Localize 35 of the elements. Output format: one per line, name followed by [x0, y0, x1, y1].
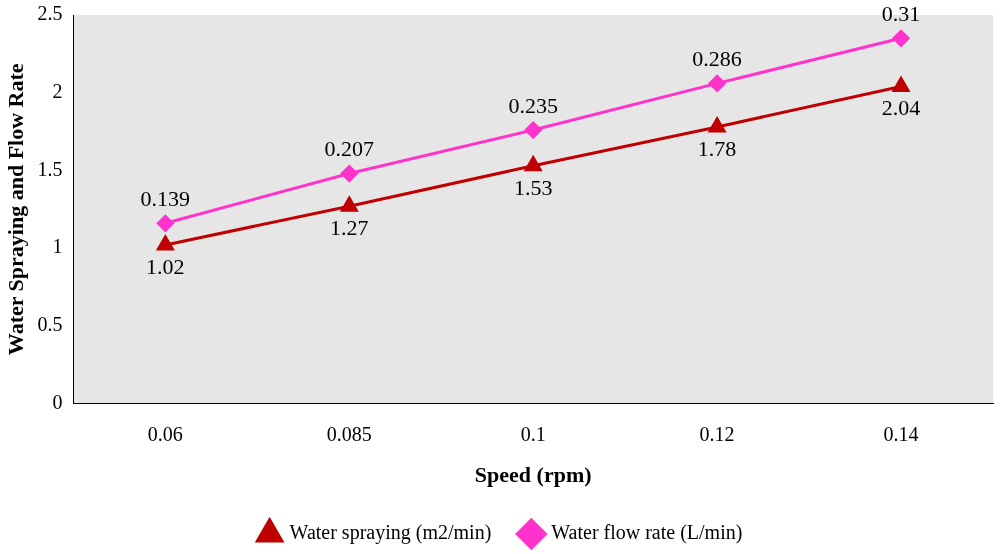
- x-tick-label: 0.1: [520, 422, 546, 445]
- point: [708, 117, 726, 133]
- data-label: 1.53: [513, 174, 553, 200]
- y-tick-label: 1: [52, 235, 63, 258]
- data-label: 1.27: [330, 214, 369, 240]
- point: [892, 77, 910, 92]
- x-axis-title: Speed (rpm): [474, 462, 592, 488]
- annotation: 0.286: [692, 46, 742, 72]
- y-tick-label: 2.5: [37, 2, 63, 25]
- data-label: 1.02: [146, 253, 185, 279]
- point: [156, 214, 174, 232]
- point: [340, 196, 358, 212]
- point: [892, 29, 910, 47]
- annotation: 0.31: [881, 1, 921, 27]
- legend-label: Water spraying (m2/min): [289, 521, 492, 545]
- annotation: 0.139: [140, 186, 191, 212]
- data-label: 1.78: [697, 135, 737, 161]
- y-axis-title: Water Spraying and Flow Rate: [2, 63, 28, 356]
- y-tick-label: 1.5: [37, 157, 63, 180]
- x-tick-label: 0.12: [699, 422, 735, 445]
- y-tick-label: 0: [52, 390, 63, 413]
- x-tick-label: 0.06: [147, 422, 183, 445]
- annotation: 0.235: [508, 92, 558, 118]
- point: [524, 156, 542, 172]
- annotation: 0.207: [324, 136, 375, 162]
- data-label: 2.04: [881, 95, 921, 121]
- y-tick-label: 0.5: [37, 313, 63, 336]
- point: [524, 121, 542, 139]
- point: [340, 165, 358, 183]
- point: [708, 74, 726, 92]
- point: [156, 235, 174, 251]
- legend-label: Water flow rate (L/min): [551, 521, 743, 545]
- x-tick-label: 0.085: [326, 422, 372, 445]
- y-tick-label: 2: [52, 79, 63, 102]
- x-tick-label: 0.14: [883, 422, 919, 445]
